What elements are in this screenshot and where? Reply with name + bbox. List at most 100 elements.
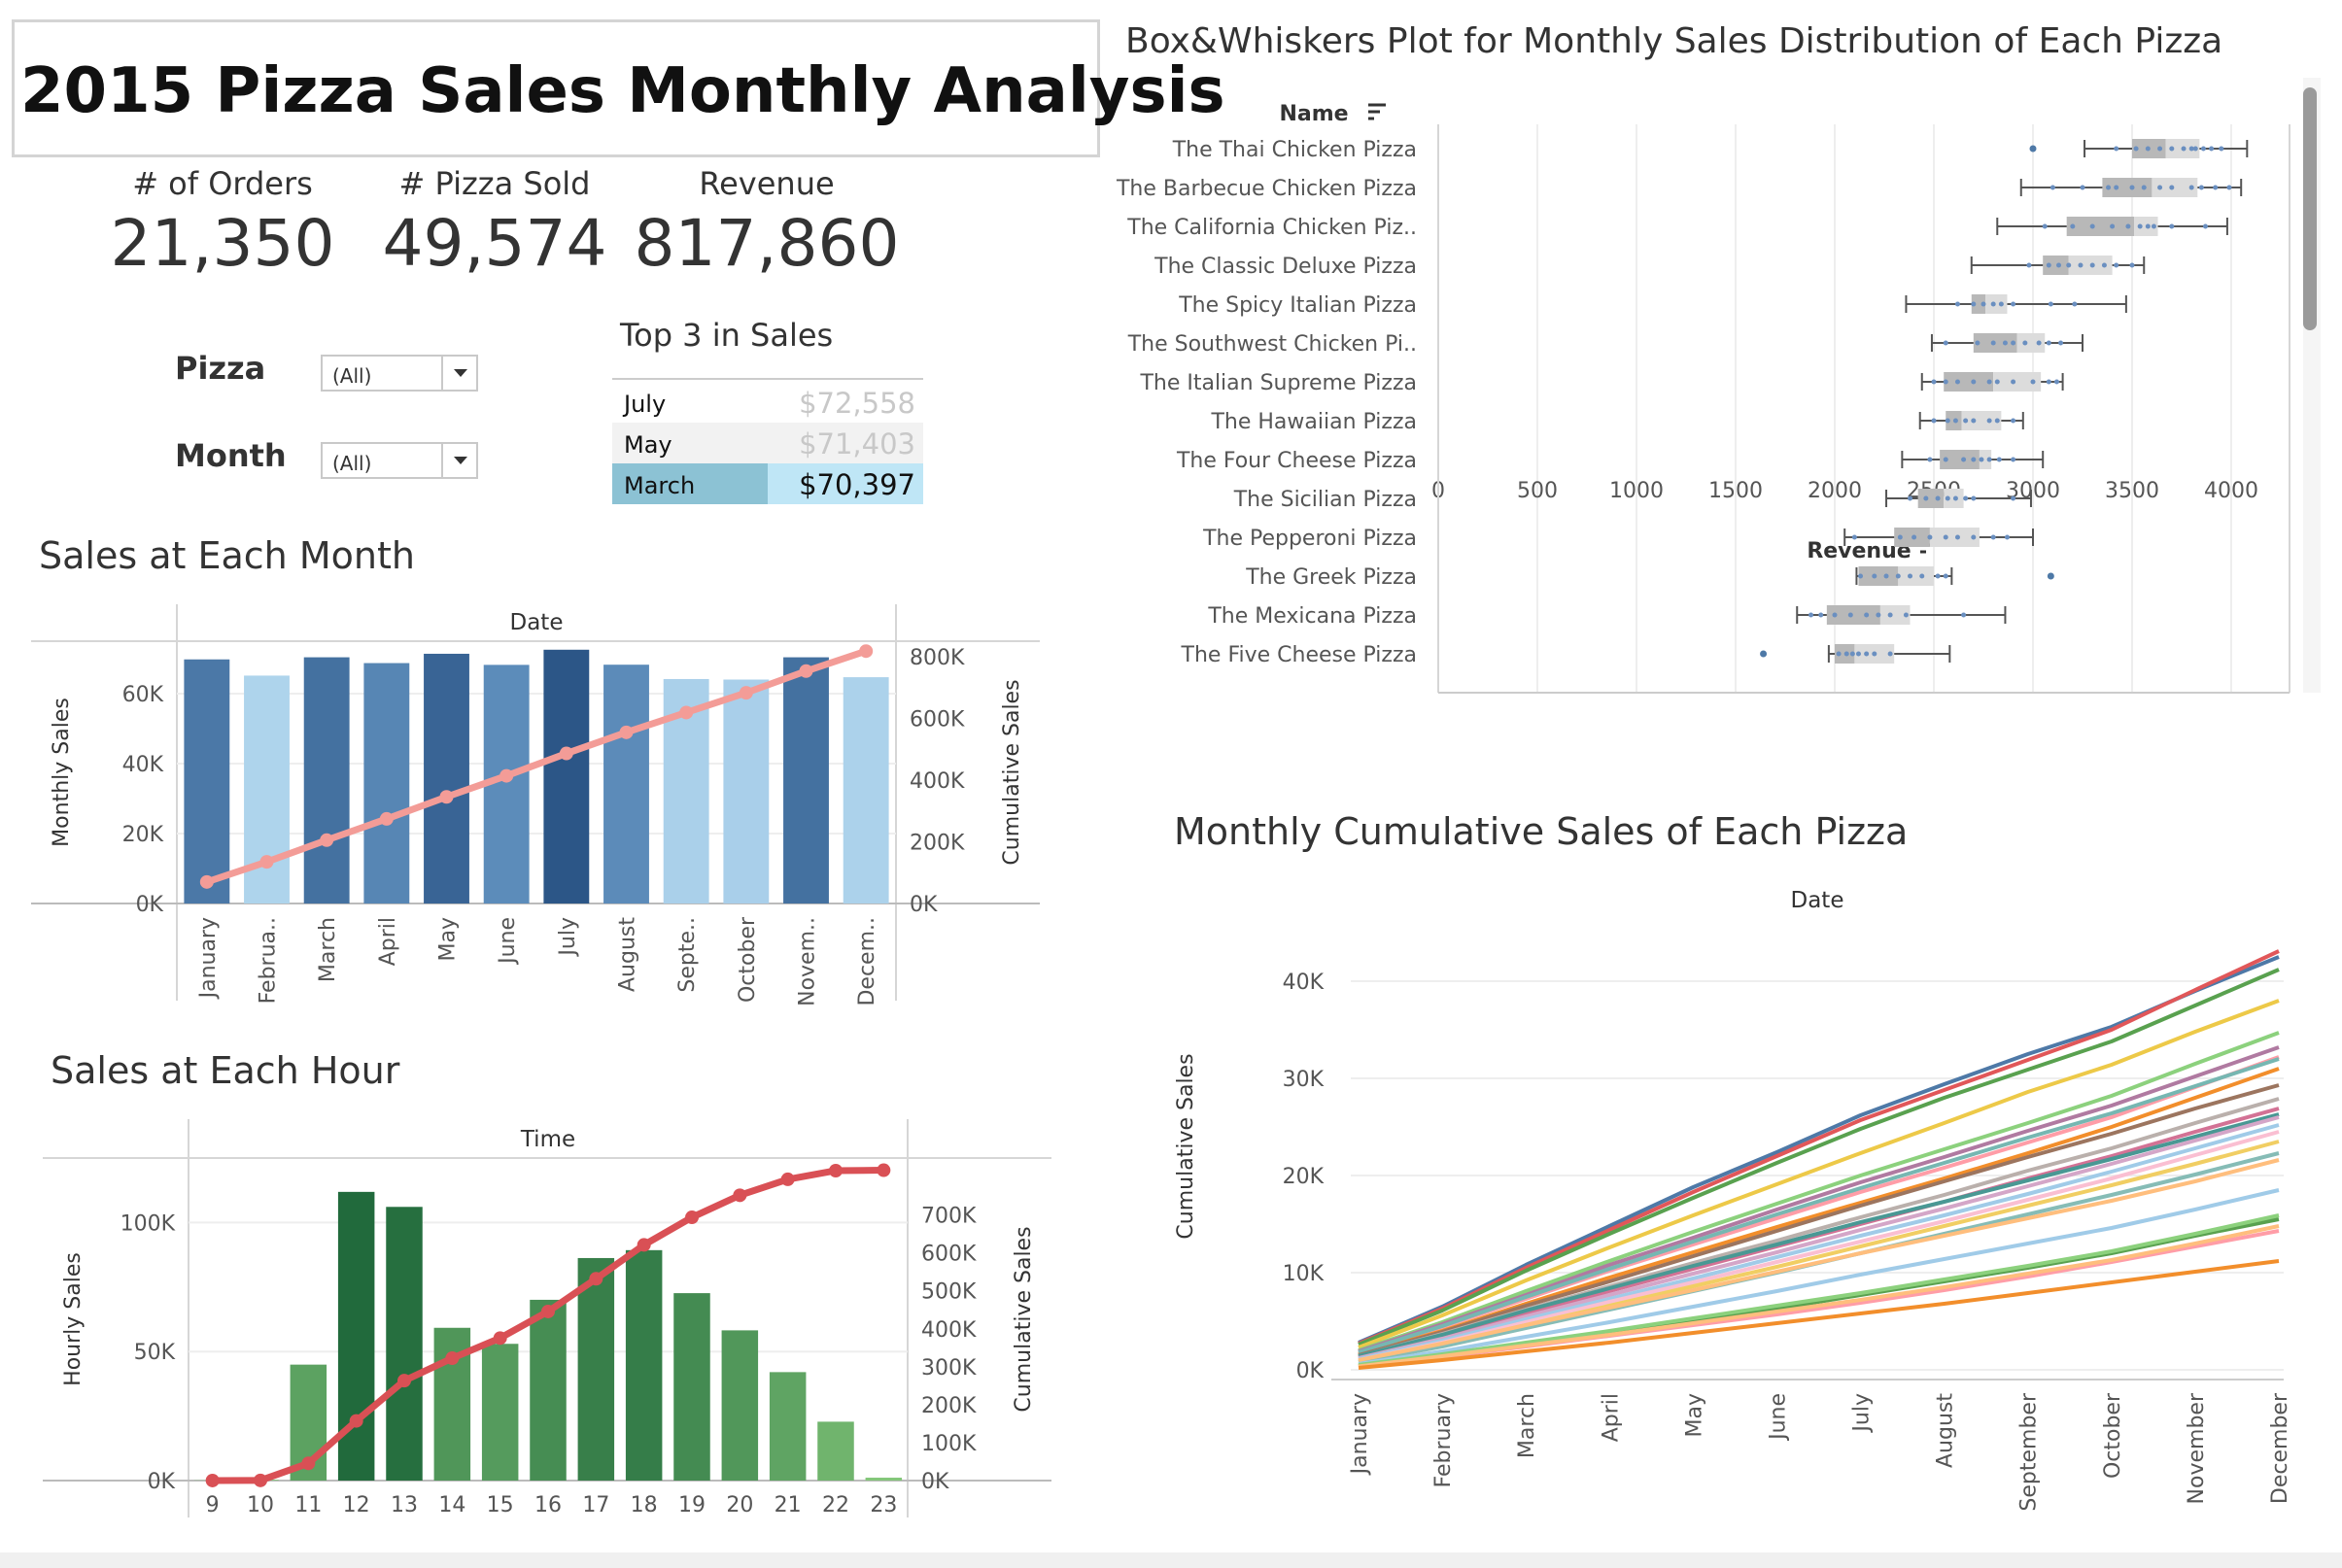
cumulative-point [685,1210,699,1225]
chevron-down-icon[interactable] [441,444,476,477]
data-point [1855,651,1861,657]
kpi-revenue-label: Revenue [699,165,835,202]
bar [386,1207,423,1481]
x-tick-label: August [616,917,640,992]
x-tick-label: October [2101,1392,2125,1479]
data-point [2145,223,2151,229]
data-point [1935,495,1941,501]
chevron-down-icon[interactable] [441,357,476,390]
series-line [1358,955,2280,1345]
row-label: The Italian Supreme Pizza [1139,371,1417,395]
data-point [1876,612,1881,618]
data-point [1808,612,1814,618]
cumulative-point [254,1473,267,1487]
bar [303,657,350,903]
cumulative-point [589,1272,603,1286]
data-point [1961,457,1967,462]
data-point [1971,534,1977,540]
cumulative-line-chart[interactable]: Date 0K 10K 20K 30K 40K Cumulative Sales Januar… [1147,865,2342,1535]
data-point [2022,340,2028,346]
row-label: The Thai Chicken Pizza [1172,138,1417,162]
y-tick-label: 40K [122,753,164,777]
x-tick-label: 12 [343,1493,370,1517]
data-point [2169,185,2175,190]
cumulative-point [859,644,874,659]
bar [723,679,770,903]
pizza-filter-dropdown[interactable]: (All) [321,355,478,392]
bar [817,1421,854,1481]
data-point [1832,612,1838,618]
x-tick-label: April [376,917,400,966]
data-point [1945,418,1950,424]
x-tick-label: 2000 [1808,479,1862,503]
kpi-revenue-value: 817,860 [634,206,900,281]
month-filter-label: Month [175,437,287,474]
data-point [1931,379,1937,385]
monthly-sales-chart[interactable]: Date 0K 20K 40K 60K 0K 200K 400K 600K 800K Monthly… [0,583,1069,1030]
outlier-point [2047,572,2054,580]
box-lower [1940,450,1980,469]
bar [673,1293,710,1481]
data-point [2125,223,2131,229]
x-tick-label: June [496,917,520,966]
data-point [2169,223,2175,229]
data-point [2048,301,2053,307]
data-point [1943,534,1948,540]
data-point [2213,185,2219,190]
y2-tick-label: 0K [910,893,938,917]
data-point [2192,146,2198,152]
y-axis-title: Hourly Sales [61,1252,86,1386]
box-whisker-chart[interactable]: Name05001000150020002500300035004000Reve… [1098,78,2342,777]
data-point [2046,379,2051,385]
chart-header: Date [1791,888,1844,913]
data-point [2002,340,2008,346]
x-tick-label: 1000 [1609,479,1664,503]
row-label: The Greek Pizza [1245,565,1417,590]
y-tick-label: 10K [1283,1262,1325,1286]
top3-row[interactable]: March $70,397 [612,463,923,504]
x-tick-label: Novem.. [796,917,820,1006]
x-tick-label: 22 [822,1493,849,1517]
data-point [1895,573,1901,579]
data-point [1971,301,1977,307]
data-point [1911,534,1917,540]
data-point [1986,418,1992,424]
bar [625,1249,663,1481]
series-line [1358,1224,2280,1369]
cumulative-point [679,705,694,720]
month-filter-dropdown[interactable]: (All) [321,442,478,479]
box-upper [2016,333,2046,353]
top3-month: May [624,431,672,459]
row-label: The Hawaiian Pizza [1210,410,1417,434]
cumulative-point [739,686,753,700]
box-lower [1944,372,1994,392]
top3-month: July [624,391,667,418]
top3-row[interactable]: May $71,403 [612,423,923,463]
data-point [1971,495,1977,501]
x-tick-label: 11 [294,1493,322,1517]
data-point [1971,457,1977,462]
pizza-filter-value: (All) [332,364,372,388]
y-tick-label: 20K [1283,1165,1325,1189]
y-axis-title: Monthly Sales [50,698,74,847]
row-label: The California Chicken Piz.. [1126,216,1417,240]
hourly-sales-chart[interactable]: Time 0K 50K 100K 0K 100K 200K 300K 400K 500K 600K 7… [0,1098,1069,1525]
row-label: The Sicilian Pizza [1233,488,1417,512]
data-point [1872,651,1877,657]
box-lower [2102,178,2153,197]
data-point [1990,301,1996,307]
y-tick-label: 0K [1296,1359,1325,1383]
data-point [1963,418,1969,424]
data-point [2110,223,2116,229]
x-tick-label: 17 [582,1493,609,1517]
top3-row[interactable]: July $72,558 [612,382,923,423]
box-lower [1971,294,1986,314]
box-upper [1879,605,1911,625]
x-tick-label: Februa.. [257,917,281,1004]
cumulative-point [799,664,813,678]
outlier-point [1760,650,1768,658]
data-point [1923,495,1929,501]
x-axis-title: Revenue [1807,539,1911,563]
series-line [1358,999,2280,1349]
x-tick-label: 4000 [2204,479,2258,503]
